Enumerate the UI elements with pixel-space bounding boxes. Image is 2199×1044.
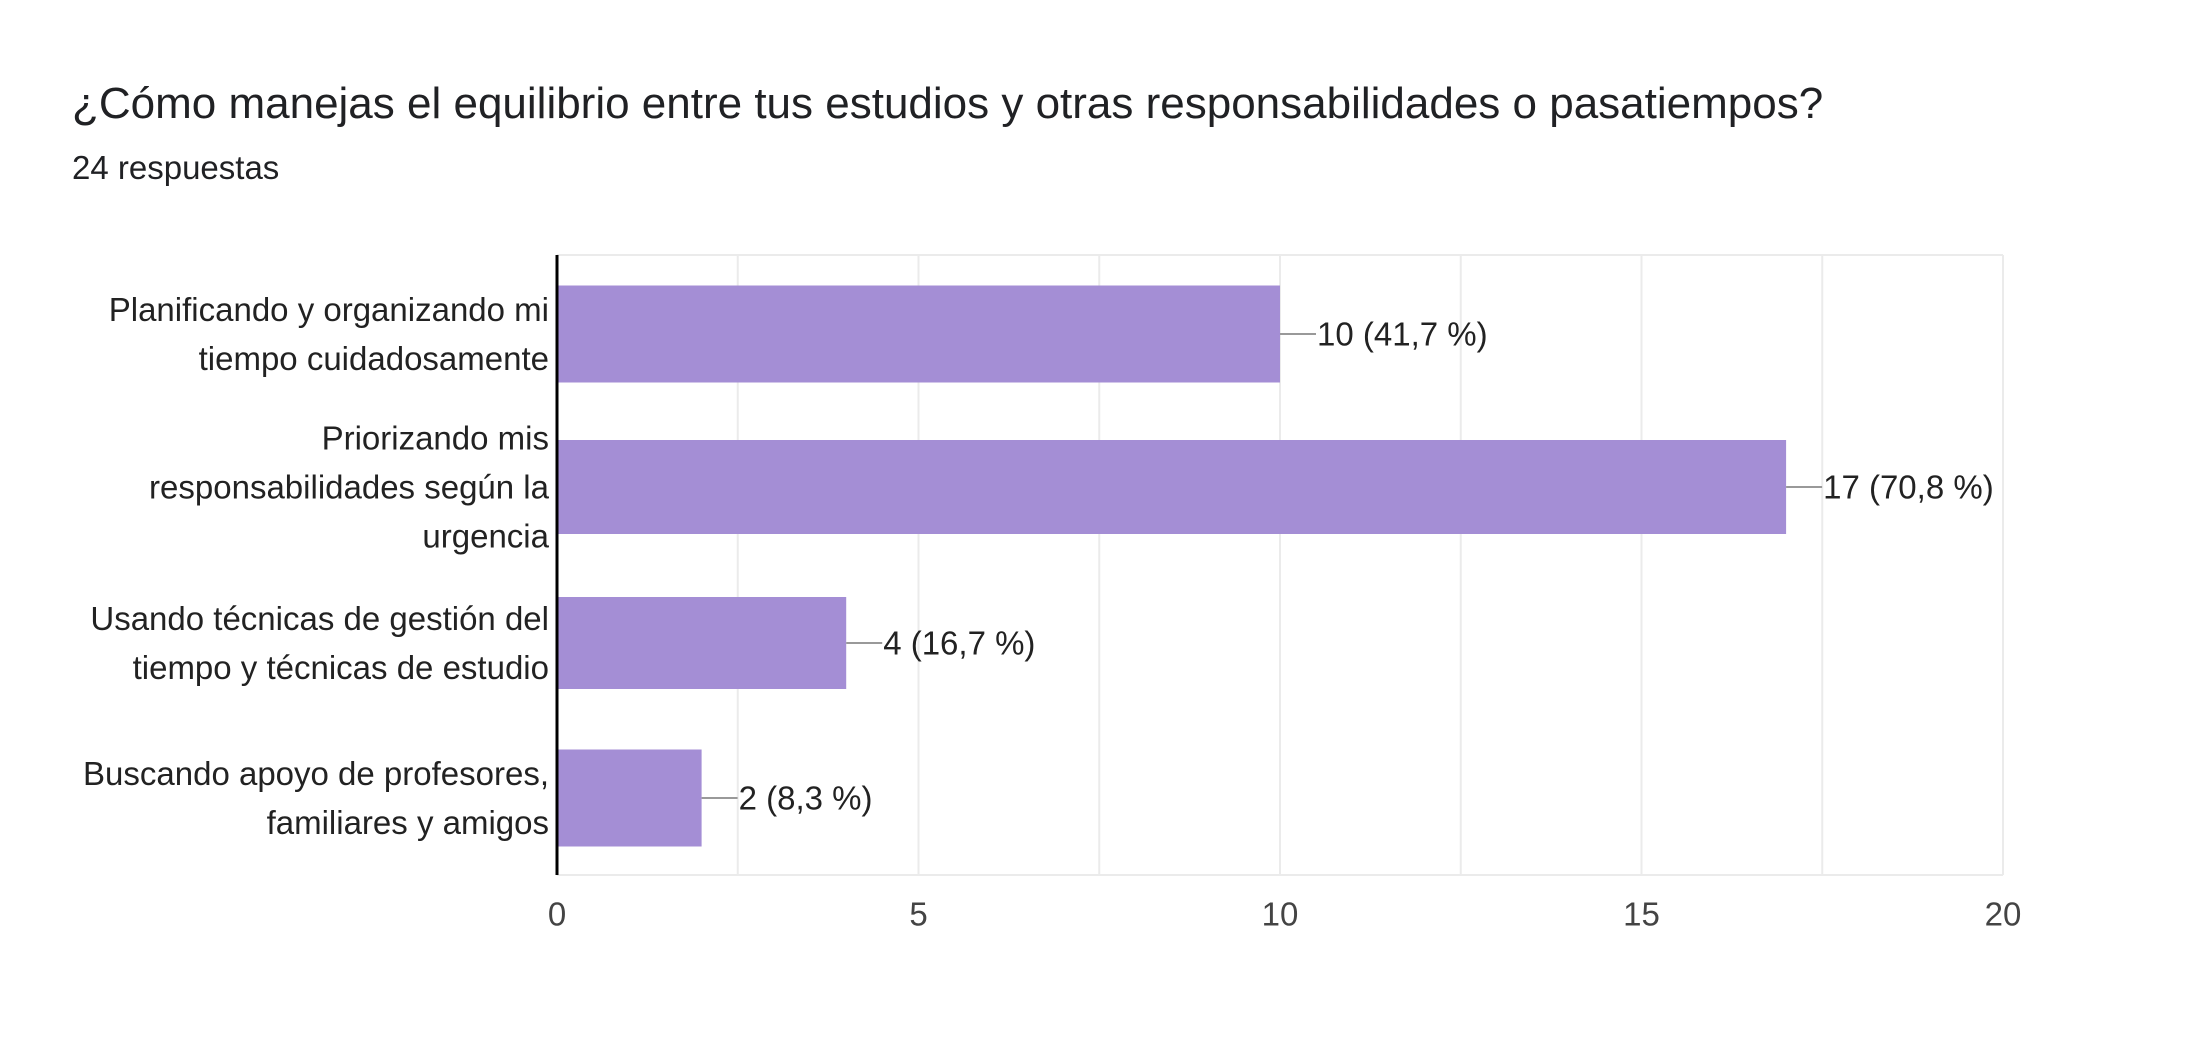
x-tick-label: 0 [548, 896, 566, 933]
category-label-line: familiares y amigos [267, 804, 549, 841]
bar [557, 440, 1787, 534]
category-label-line: Planificando y organizando mi [109, 291, 549, 328]
x-tick-label: 5 [909, 896, 927, 933]
bar [557, 749, 702, 847]
category-label-line: Usando técnicas de gestión del [90, 600, 549, 637]
category-label: Planificando y organizando mi tiempo cuid… [109, 291, 549, 377]
category-label-line: Buscando apoyo de profesores, [83, 755, 549, 792]
category-label: Usando técnicas de gestión del tiempo y t… [90, 600, 549, 686]
category-label: Priorizando mis responsabilidades según l… [149, 420, 550, 555]
category-label-line: tiempo cuidadosamente [199, 340, 549, 377]
x-tick-label: 20 [1985, 896, 2022, 933]
category-label-line: responsabilidades según la [149, 469, 550, 506]
question-title: ¿Cómo manejas el equilibrio entre tus es… [72, 79, 1824, 128]
x-tick-label: 15 [1623, 896, 1660, 933]
bar [557, 597, 847, 689]
category-label-line: tiempo y técnicas de estudio [133, 649, 549, 686]
data-label: 2 (8,3 %) [739, 780, 873, 817]
x-tick-label: 10 [1262, 896, 1299, 933]
category-label-line: Priorizando mis [322, 420, 549, 457]
data-label: 10 (41,7 %) [1317, 316, 1488, 353]
category-label-line: urgencia [422, 518, 549, 555]
data-label: 4 (16,7 %) [883, 625, 1035, 662]
category-label: Buscando apoyo de profesores, familiares … [83, 755, 549, 841]
bar [557, 285, 1280, 383]
data-label: 17 (70,8 %) [1823, 469, 1994, 506]
response-count: 24 respuestas [72, 149, 280, 186]
